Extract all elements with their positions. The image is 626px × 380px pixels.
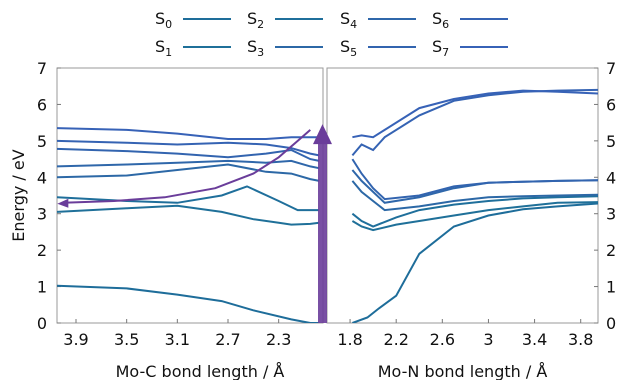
legend-label-text: S xyxy=(247,9,257,28)
series-s5-right-line xyxy=(351,158,598,201)
y-tick-label-right: 5 xyxy=(606,132,616,151)
x-tick-label-left: 2.7 xyxy=(215,330,240,349)
legend-label-subscript: 2 xyxy=(257,18,264,31)
y-tick-label-right: 2 xyxy=(606,241,616,260)
legend-label-subscript: 5 xyxy=(350,46,357,59)
series-s3-right-line xyxy=(351,180,598,212)
relaxation-path-curve xyxy=(63,129,311,204)
legend-label-text: S xyxy=(155,9,165,28)
left-panel-frame xyxy=(56,67,324,324)
legend-label-s6: S6 xyxy=(432,9,449,31)
y-tick-label-right: 4 xyxy=(606,168,616,187)
legend-label-subscript: 4 xyxy=(350,18,357,31)
legend-label-s0: S0 xyxy=(155,9,172,31)
legend-label-subscript: 7 xyxy=(442,46,449,59)
series-s0-right-line xyxy=(352,202,598,323)
series-s6-right-line xyxy=(351,88,598,157)
series-s0-left-line xyxy=(57,284,320,323)
y-tick-label-left: 6 xyxy=(37,95,47,114)
x-tick-label-right: 1.8 xyxy=(337,330,362,349)
legend-label-s2: S2 xyxy=(247,9,264,31)
y-axis-label: Energy / eV xyxy=(9,149,28,241)
legend-label-s7: S7 xyxy=(432,37,449,59)
legend-label-text: S xyxy=(432,37,442,56)
y-tick-label-right: 0 xyxy=(606,314,616,333)
series-s5-left-line xyxy=(57,147,320,162)
legend-label-text: S xyxy=(432,9,442,28)
x-tick-label-left: 3.9 xyxy=(63,330,88,349)
x-tick-label-left: 3.5 xyxy=(114,330,139,349)
legend-label-text: S xyxy=(247,37,257,56)
legend-label-s4: S4 xyxy=(340,9,357,31)
legend-label-s3: S3 xyxy=(247,37,264,59)
x-tick-label-left: 3.1 xyxy=(165,330,190,349)
x-axis-label-right: Mo-N bond length / Å xyxy=(378,362,548,380)
y-tick-label-left: 4 xyxy=(37,168,47,187)
y-tick-label-left: 0 xyxy=(37,314,47,333)
legend-label-s1: S1 xyxy=(155,37,172,59)
x-tick-label-right: 3.4 xyxy=(522,330,547,349)
x-tick-label-left: 2.3 xyxy=(266,330,291,349)
y-tick-label-right: 3 xyxy=(606,205,616,224)
series-s7-left-line xyxy=(57,127,320,140)
legend-label-subscript: 6 xyxy=(442,18,449,31)
x-tick-label-right: 2.2 xyxy=(383,330,408,349)
excitation-arrow-head xyxy=(313,124,332,145)
series-s1-left-line xyxy=(57,204,320,226)
y-tick-label-left: 3 xyxy=(37,205,47,224)
legend-label-text: S xyxy=(340,9,350,28)
series-s7-right-line xyxy=(352,89,598,139)
series-s2-right-line xyxy=(351,195,598,228)
series-s6-left-line xyxy=(57,139,320,157)
series-s4-left-line xyxy=(57,159,320,170)
legend-label-text: S xyxy=(155,37,165,56)
y-tick-label-left: 5 xyxy=(37,132,47,151)
y-tick-label-left: 2 xyxy=(37,241,47,260)
excitation-arrow-shaft xyxy=(318,142,327,323)
y-tick-label-right: 6 xyxy=(606,95,616,114)
y-tick-label-right: 1 xyxy=(606,278,616,297)
legend-label-subscript: 0 xyxy=(165,18,172,31)
y-tick-label-right: 7 xyxy=(606,59,616,78)
series-s1-right-line xyxy=(351,201,598,232)
relaxation-arrowhead xyxy=(57,198,69,208)
legend-label-text: S xyxy=(340,37,350,56)
x-tick-label-right: 3.8 xyxy=(568,330,593,349)
x-tick-label-right: 2.6 xyxy=(430,330,455,349)
series-s2-left-line xyxy=(57,185,320,212)
y-tick-label-left: 1 xyxy=(37,278,47,297)
y-tick-label-left: 7 xyxy=(37,59,47,78)
legend-label-subscript: 3 xyxy=(257,46,264,59)
x-tick-label-right: 3 xyxy=(483,330,493,349)
legend-label-s5: S5 xyxy=(340,37,357,59)
plot-panels: 0 0 1 1 2 2 3 3 4 4 5 5 6 6 7 7 3.9 3.5 3.1 2.7 2.3 1.8 2.2 2.6… xyxy=(37,59,616,349)
series-s3-left-line xyxy=(57,163,320,182)
legend-label-subscript: 1 xyxy=(165,46,172,59)
x-axis-label-left: Mo-C bond length / Å xyxy=(116,362,285,380)
